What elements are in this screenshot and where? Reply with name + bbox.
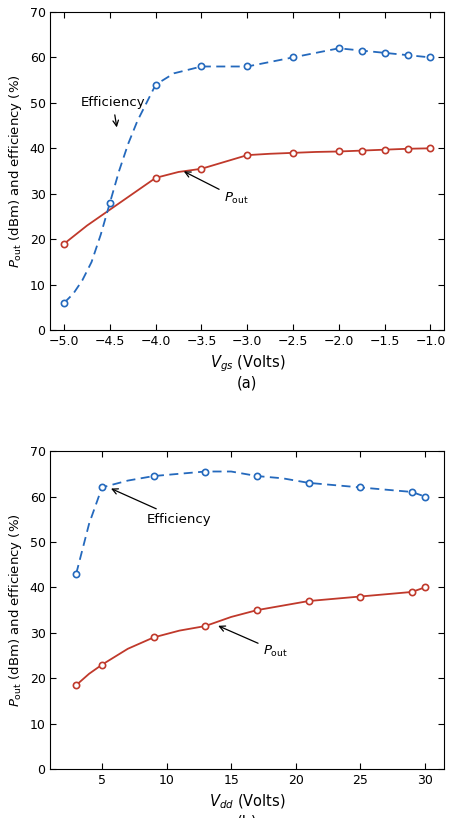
Text: (a): (a) [237,375,257,390]
Text: Efficiency: Efficiency [112,489,212,526]
X-axis label: $V_{gs}$ (Volts): $V_{gs}$ (Volts) [210,353,285,374]
X-axis label: $V_{dd}$ (Volts): $V_{dd}$ (Volts) [209,793,286,811]
Text: Efficiency: Efficiency [80,97,145,126]
Text: (b): (b) [237,814,257,818]
Y-axis label: $P_{\mathrm{out}}$ (dBm) and efficiency (%): $P_{\mathrm{out}}$ (dBm) and efficiency … [7,74,24,267]
Text: $P_{\mathrm{out}}$: $P_{\mathrm{out}}$ [219,626,288,658]
Text: $P_{\mathrm{out}}$: $P_{\mathrm{out}}$ [185,172,249,206]
Y-axis label: $P_{\mathrm{out}}$ (dBm) and efficiency (%): $P_{\mathrm{out}}$ (dBm) and efficiency … [7,514,24,707]
